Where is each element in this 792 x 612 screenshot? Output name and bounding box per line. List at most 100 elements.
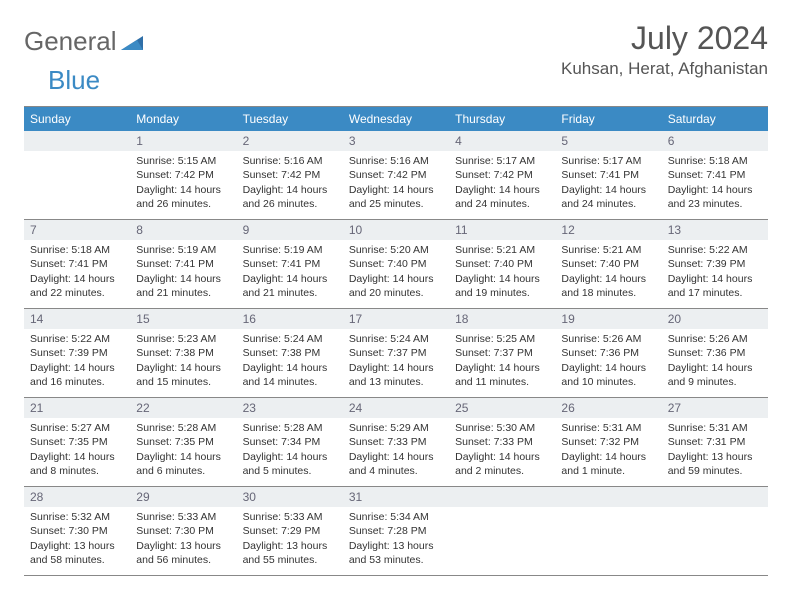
- day-cell: [555, 487, 661, 575]
- daylight-text: Daylight: 13 hours: [668, 450, 762, 464]
- day-cell: 4Sunrise: 5:17 AMSunset: 7:42 PMDaylight…: [449, 131, 555, 219]
- day-body: Sunrise: 5:33 AMSunset: 7:29 PMDaylight:…: [237, 507, 343, 573]
- day-cell: 9Sunrise: 5:19 AMSunset: 7:41 PMDaylight…: [237, 220, 343, 308]
- daylight-text: Daylight: 14 hours: [561, 183, 655, 197]
- day-number: 23: [237, 398, 343, 418]
- sunrise-text: Sunrise: 5:34 AM: [349, 510, 443, 524]
- title-block: July 2024 Kuhsan, Herat, Afghanistan: [561, 20, 768, 79]
- sunset-text: Sunset: 7:41 PM: [136, 257, 230, 271]
- day-body: Sunrise: 5:16 AMSunset: 7:42 PMDaylight:…: [343, 151, 449, 217]
- daylight-text: and 9 minutes.: [668, 375, 762, 389]
- calendar: SundayMondayTuesdayWednesdayThursdayFrid…: [24, 106, 768, 576]
- day-number: 7: [24, 220, 130, 240]
- sunset-text: Sunset: 7:29 PM: [243, 524, 337, 538]
- day-cell: 26Sunrise: 5:31 AMSunset: 7:32 PMDayligh…: [555, 398, 661, 486]
- day-body: Sunrise: 5:31 AMSunset: 7:31 PMDaylight:…: [662, 418, 768, 484]
- sunset-text: Sunset: 7:41 PM: [243, 257, 337, 271]
- sunset-text: Sunset: 7:37 PM: [455, 346, 549, 360]
- daylight-text: and 53 minutes.: [349, 553, 443, 567]
- dow-cell: Wednesday: [343, 107, 449, 131]
- daylight-text: and 20 minutes.: [349, 286, 443, 300]
- day-number: 24: [343, 398, 449, 418]
- day-number: 3: [343, 131, 449, 151]
- daylight-text: Daylight: 14 hours: [668, 361, 762, 375]
- sunrise-text: Sunrise: 5:25 AM: [455, 332, 549, 346]
- daylight-text: and 25 minutes.: [349, 197, 443, 211]
- daylight-text: and 58 minutes.: [30, 553, 124, 567]
- sunset-text: Sunset: 7:36 PM: [668, 346, 762, 360]
- day-body: Sunrise: 5:18 AMSunset: 7:41 PMDaylight:…: [662, 151, 768, 217]
- week-row: 14Sunrise: 5:22 AMSunset: 7:39 PMDayligh…: [24, 309, 768, 398]
- day-body: Sunrise: 5:22 AMSunset: 7:39 PMDaylight:…: [24, 329, 130, 395]
- day-body: Sunrise: 5:23 AMSunset: 7:38 PMDaylight:…: [130, 329, 236, 395]
- sunset-text: Sunset: 7:40 PM: [561, 257, 655, 271]
- day-cell: 22Sunrise: 5:28 AMSunset: 7:35 PMDayligh…: [130, 398, 236, 486]
- day-number: [449, 487, 555, 507]
- dow-row: SundayMondayTuesdayWednesdayThursdayFrid…: [24, 107, 768, 131]
- day-body: Sunrise: 5:25 AMSunset: 7:37 PMDaylight:…: [449, 329, 555, 395]
- daylight-text: Daylight: 14 hours: [30, 272, 124, 286]
- sunrise-text: Sunrise: 5:26 AM: [561, 332, 655, 346]
- day-number: 20: [662, 309, 768, 329]
- day-cell: [24, 131, 130, 219]
- day-number: 17: [343, 309, 449, 329]
- daylight-text: Daylight: 14 hours: [136, 450, 230, 464]
- day-number: 19: [555, 309, 661, 329]
- daylight-text: and 17 minutes.: [668, 286, 762, 300]
- sunrise-text: Sunrise: 5:24 AM: [349, 332, 443, 346]
- sunset-text: Sunset: 7:38 PM: [136, 346, 230, 360]
- day-number: 15: [130, 309, 236, 329]
- daylight-text: Daylight: 14 hours: [455, 183, 549, 197]
- daylight-text: Daylight: 14 hours: [30, 361, 124, 375]
- day-number: 26: [555, 398, 661, 418]
- daylight-text: Daylight: 14 hours: [455, 361, 549, 375]
- day-body: Sunrise: 5:20 AMSunset: 7:40 PMDaylight:…: [343, 240, 449, 306]
- daylight-text: Daylight: 14 hours: [668, 183, 762, 197]
- sunrise-text: Sunrise: 5:22 AM: [30, 332, 124, 346]
- day-number: 12: [555, 220, 661, 240]
- daylight-text: Daylight: 14 hours: [136, 272, 230, 286]
- sunrise-text: Sunrise: 5:17 AM: [455, 154, 549, 168]
- daylight-text: and 16 minutes.: [30, 375, 124, 389]
- day-number: 27: [662, 398, 768, 418]
- dow-cell: Thursday: [449, 107, 555, 131]
- daylight-text: Daylight: 14 hours: [668, 272, 762, 286]
- sunset-text: Sunset: 7:39 PM: [668, 257, 762, 271]
- sunrise-text: Sunrise: 5:31 AM: [668, 421, 762, 435]
- day-cell: 20Sunrise: 5:26 AMSunset: 7:36 PMDayligh…: [662, 309, 768, 397]
- day-cell: 29Sunrise: 5:33 AMSunset: 7:30 PMDayligh…: [130, 487, 236, 575]
- day-body: Sunrise: 5:18 AMSunset: 7:41 PMDaylight:…: [24, 240, 130, 306]
- day-number: [555, 487, 661, 507]
- day-body: Sunrise: 5:17 AMSunset: 7:42 PMDaylight:…: [449, 151, 555, 217]
- daylight-text: Daylight: 14 hours: [136, 183, 230, 197]
- sunset-text: Sunset: 7:42 PM: [243, 168, 337, 182]
- day-cell: 5Sunrise: 5:17 AMSunset: 7:41 PMDaylight…: [555, 131, 661, 219]
- week-row: 28Sunrise: 5:32 AMSunset: 7:30 PMDayligh…: [24, 487, 768, 576]
- daylight-text: and 26 minutes.: [243, 197, 337, 211]
- logo-triangle-icon: [121, 26, 143, 57]
- daylight-text: and 8 minutes.: [30, 464, 124, 478]
- sunrise-text: Sunrise: 5:28 AM: [243, 421, 337, 435]
- day-cell: 1Sunrise: 5:15 AMSunset: 7:42 PMDaylight…: [130, 131, 236, 219]
- day-cell: 24Sunrise: 5:29 AMSunset: 7:33 PMDayligh…: [343, 398, 449, 486]
- daylight-text: Daylight: 13 hours: [136, 539, 230, 553]
- day-cell: [449, 487, 555, 575]
- day-number: 29: [130, 487, 236, 507]
- sunset-text: Sunset: 7:40 PM: [455, 257, 549, 271]
- logo: General: [24, 20, 143, 57]
- daylight-text: and 4 minutes.: [349, 464, 443, 478]
- daylight-text: and 56 minutes.: [136, 553, 230, 567]
- day-number: 1: [130, 131, 236, 151]
- day-body: Sunrise: 5:33 AMSunset: 7:30 PMDaylight:…: [130, 507, 236, 573]
- day-body: Sunrise: 5:22 AMSunset: 7:39 PMDaylight:…: [662, 240, 768, 306]
- dow-cell: Sunday: [24, 107, 130, 131]
- dow-cell: Monday: [130, 107, 236, 131]
- day-number: [662, 487, 768, 507]
- sunset-text: Sunset: 7:42 PM: [349, 168, 443, 182]
- daylight-text: Daylight: 14 hours: [455, 272, 549, 286]
- daylight-text: Daylight: 14 hours: [243, 361, 337, 375]
- day-number: 10: [343, 220, 449, 240]
- sunrise-text: Sunrise: 5:31 AM: [561, 421, 655, 435]
- sunset-text: Sunset: 7:35 PM: [136, 435, 230, 449]
- daylight-text: and 14 minutes.: [243, 375, 337, 389]
